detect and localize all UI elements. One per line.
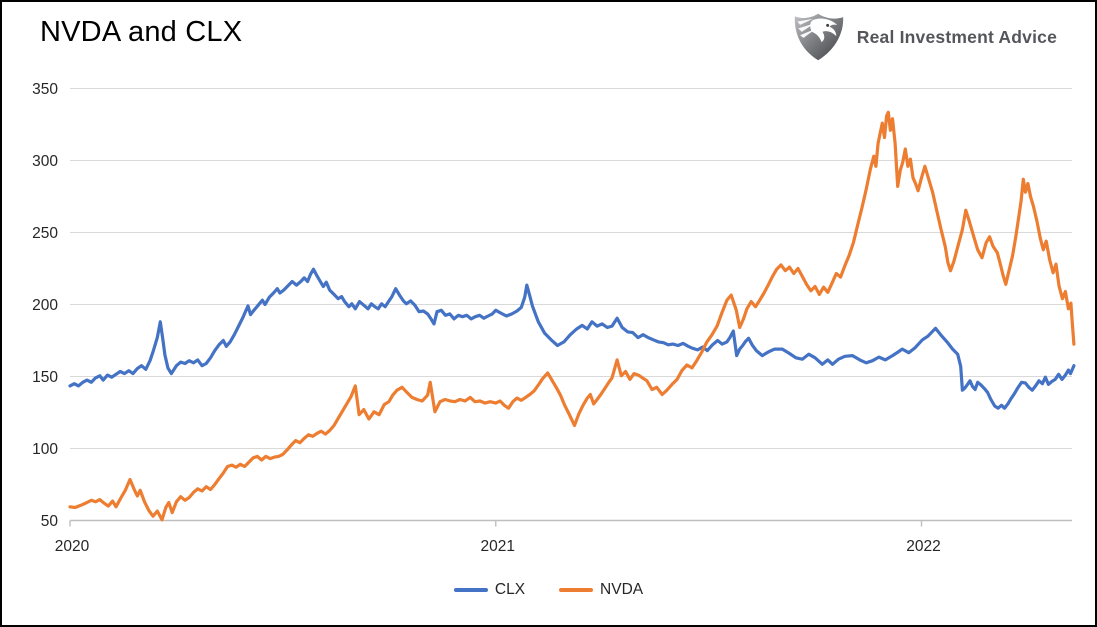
y-axis-label: 100 [32, 441, 58, 458]
x-axis-label: 2022 [906, 538, 940, 555]
y-axis-label: 350 [32, 81, 58, 98]
y-axis-label: 300 [32, 153, 58, 170]
x-axis-label: 2021 [481, 538, 515, 555]
clx-legend-label: CLX [494, 581, 526, 598]
y-axis-label: 150 [32, 369, 58, 386]
y-axis-label: 250 [32, 225, 58, 242]
eagle-shield-icon [794, 13, 843, 61]
brand-logo: Real Investment Advice [791, 12, 1057, 62]
brand-name: Real Investment Advice [856, 26, 1057, 47]
chart-title: NVDA and CLX [40, 16, 243, 48]
nvda-line [68, 110, 1076, 522]
nvda-legend-label: NVDA [600, 581, 644, 598]
x-axis-label: 2020 [55, 538, 90, 555]
clx-line-swatch [453, 588, 488, 592]
legend-item-nvda: NVDA [559, 581, 643, 599]
legend-item-clx: CLX [453, 581, 526, 599]
y-axis-label: 200 [32, 297, 58, 314]
clx-line [68, 267, 1076, 410]
y-axis-label: 50 [41, 513, 59, 530]
chart-legend: CLX NVDA [2, 581, 1095, 599]
nvda-line-swatch [559, 588, 594, 592]
